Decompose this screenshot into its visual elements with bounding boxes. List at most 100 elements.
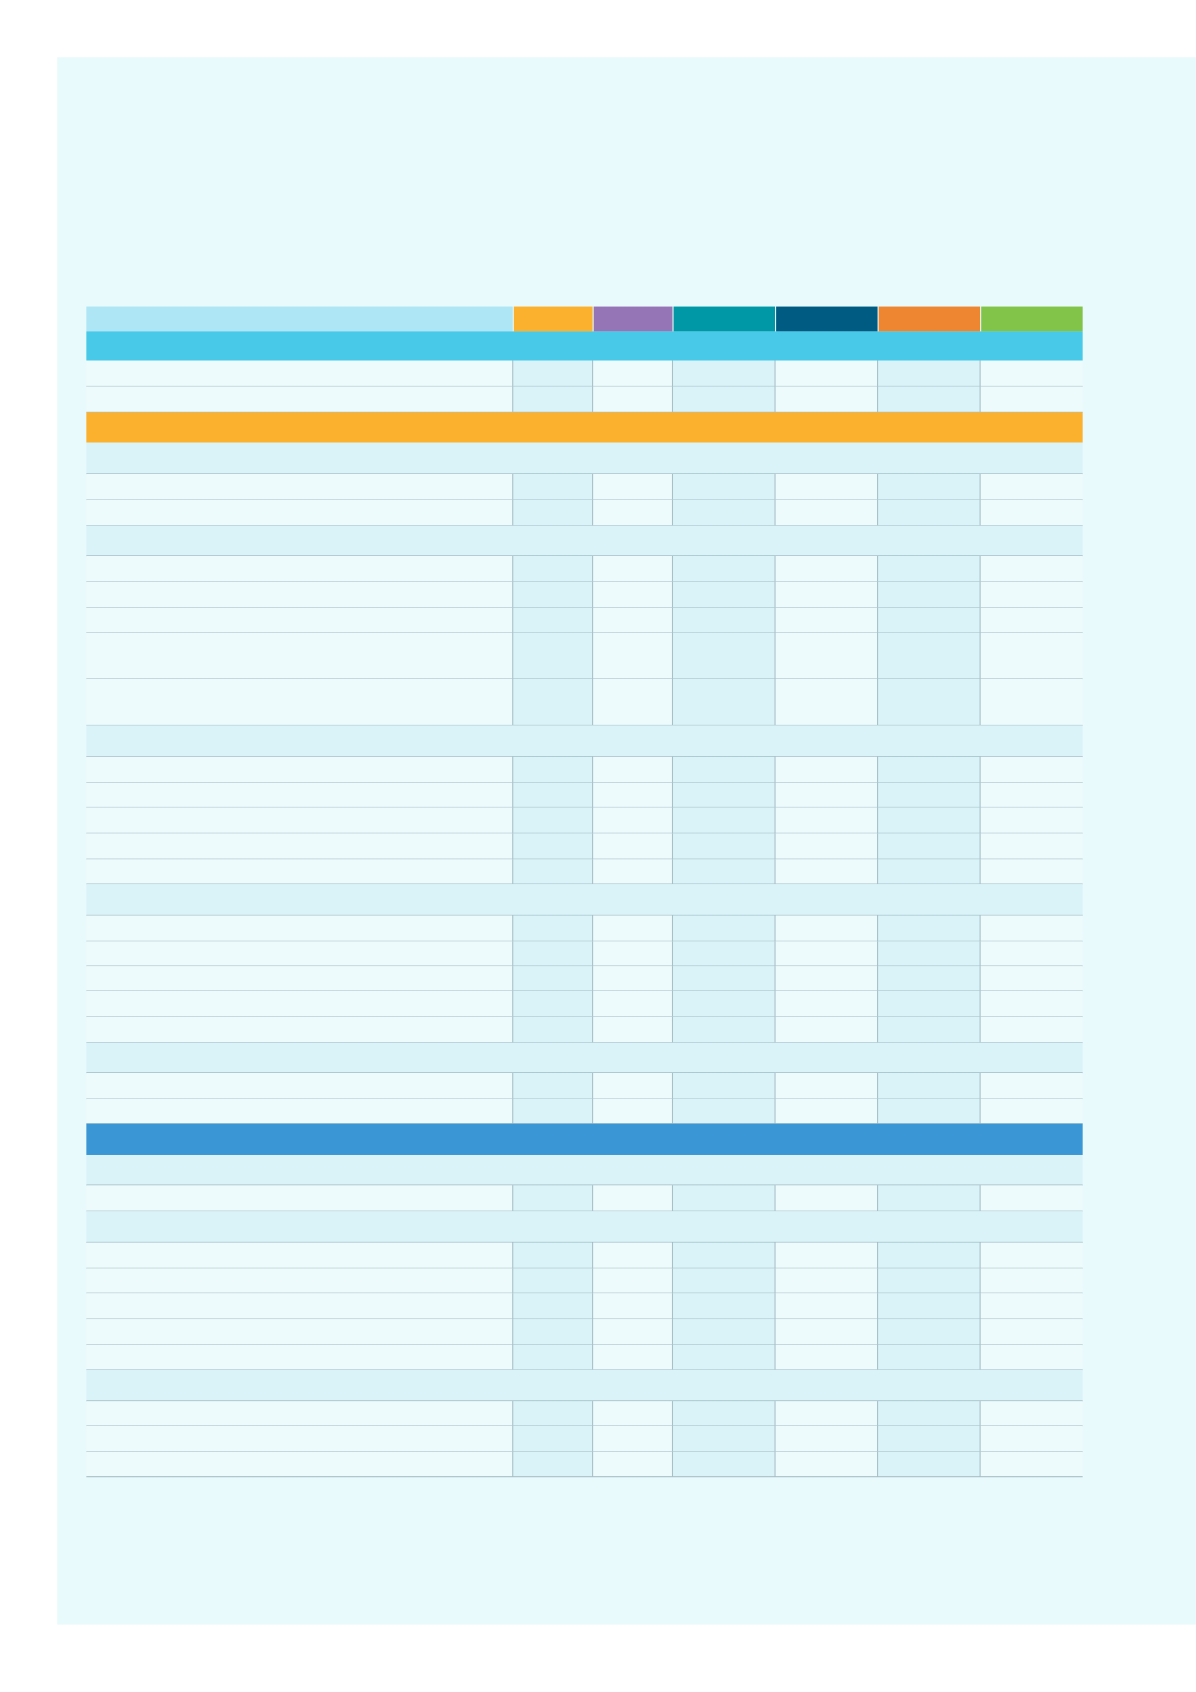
table-cell: [86, 859, 513, 885]
table-cell: [980, 1185, 1083, 1212]
table-cell: [877, 555, 981, 582]
table-cell: [775, 833, 878, 860]
table-cell: [775, 632, 878, 679]
table-cell: [86, 990, 513, 1017]
table-cell: [512, 1185, 593, 1212]
table-cell: [877, 1072, 981, 1099]
table-cell: [672, 859, 776, 885]
table-cell: [877, 990, 981, 1017]
table-cell: [775, 678, 878, 726]
table-cell: [980, 1319, 1083, 1345]
subsection-row: [86, 725, 1083, 757]
table-cell: [775, 1016, 878, 1043]
table-cell: [512, 473, 593, 500]
table-cell: [877, 941, 981, 967]
table-cell: [980, 607, 1083, 633]
table-cell: [980, 632, 1083, 679]
table-cell: [877, 966, 981, 991]
table-cell: [775, 581, 878, 608]
table-cell: [672, 1425, 776, 1452]
table-cell: [672, 1098, 776, 1124]
table-cell: [512, 1268, 593, 1294]
table-cell: [512, 581, 593, 608]
subsection-row: [86, 1154, 1083, 1186]
table-cell: [877, 678, 981, 726]
table-cell: [775, 360, 878, 387]
table-cell: [86, 941, 513, 967]
table-cell: [672, 473, 776, 500]
table-cell: [592, 915, 673, 942]
subsection-row: [86, 884, 1083, 916]
table-cell: [877, 473, 981, 500]
table-cell: [775, 473, 878, 500]
table-cell: [775, 1344, 878, 1370]
table-cell: [672, 833, 776, 860]
table-cell: [86, 1319, 513, 1345]
table-cell: [877, 915, 981, 942]
table-cell: [512, 1242, 593, 1269]
table-cell: [775, 941, 878, 967]
table-cell: [86, 473, 513, 500]
table-cell: [672, 941, 776, 967]
table-cell: [672, 678, 776, 726]
table-cell: [512, 555, 593, 582]
table-cell: [775, 990, 878, 1017]
table-cell: [672, 581, 776, 608]
table-cell: [980, 966, 1083, 991]
table-cell: [592, 1185, 673, 1212]
table-cell: [512, 807, 593, 834]
table-cell: [86, 1344, 513, 1370]
table-cell: [86, 1293, 513, 1320]
table-cell: [86, 607, 513, 633]
table-cell: [592, 990, 673, 1017]
section-bar: [86, 1123, 1083, 1155]
table-cell: [86, 807, 513, 834]
table-cell: [775, 859, 878, 885]
table-cell: [672, 1072, 776, 1099]
table-cell: [775, 499, 878, 526]
table-cell: [775, 1185, 878, 1212]
table-cell: [86, 1098, 513, 1124]
table-cell: [592, 1401, 673, 1426]
table-cell: [86, 966, 513, 991]
table-cell: [592, 581, 673, 608]
table-cell: [877, 499, 981, 526]
table-cell: [672, 499, 776, 526]
table-cell: [672, 555, 776, 582]
table-cell: [980, 1016, 1083, 1043]
table-cell: [86, 632, 513, 679]
table-cell: [877, 807, 981, 834]
table-cell: [592, 499, 673, 526]
table-cell: [592, 1293, 673, 1320]
table-cell: [86, 555, 513, 582]
table-cell: [512, 607, 593, 633]
header-cell: [86, 306, 513, 332]
table-cell: [877, 1185, 981, 1212]
table-cell: [775, 966, 878, 991]
table-cell: [512, 1451, 593, 1477]
header-cell: [776, 306, 878, 332]
table-cell: [512, 499, 593, 526]
table-cell: [672, 1344, 776, 1370]
table-cell: [877, 1344, 981, 1370]
table-cell: [672, 807, 776, 834]
header-cell: [981, 306, 1083, 332]
table-cell: [980, 555, 1083, 582]
header-cell: [673, 306, 776, 332]
table-cell: [592, 678, 673, 726]
table-cell: [775, 1293, 878, 1320]
table-cell: [775, 1425, 878, 1452]
subsection-row: [86, 1042, 1083, 1073]
subsection-row: [86, 1369, 1083, 1402]
subsection-row: [86, 1211, 1083, 1243]
table-cell: [672, 966, 776, 991]
table-cell: [592, 756, 673, 783]
table-cell: [592, 1016, 673, 1043]
table-cell: [980, 1242, 1083, 1269]
table-cell: [775, 1242, 878, 1269]
table-cell: [592, 632, 673, 679]
table-cell: [86, 678, 513, 726]
table-cell: [672, 360, 776, 387]
table-cell: [86, 1451, 513, 1477]
table-cell: [775, 386, 878, 413]
